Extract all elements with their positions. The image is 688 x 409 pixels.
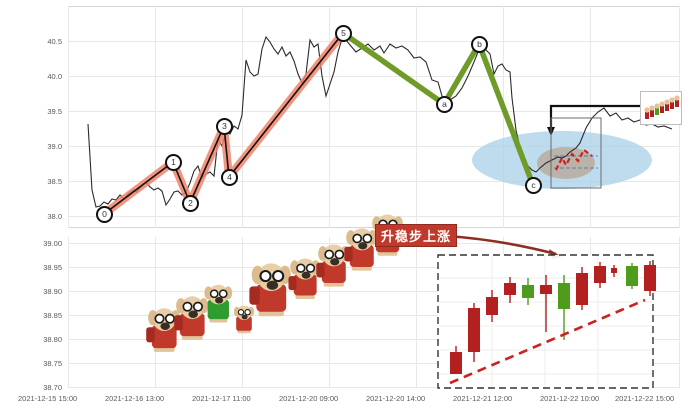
candlestick-series [450,261,656,374]
top-ytick-5: 38.0 [47,212,62,221]
wave-marker-label: 5 [341,28,346,39]
candle [576,267,588,310]
xtick-5: 2021-12-21 12:00 [453,394,513,403]
wave-marker-3: 3 [216,118,233,135]
top-grid-horizontal [68,41,680,217]
wave-marker-1: 1 [165,154,182,171]
mini-dog-icon [644,107,650,119]
thumbnail-dogs-svg [644,95,680,119]
bottom-ytick-6: 38.70 [43,383,62,392]
wave-marker-0: 0 [96,206,113,223]
top-ytick-0: 40.5 [47,37,62,46]
wave-marker-label: c [531,180,536,191]
wave-marker-b: b [471,36,488,53]
xtick-7: 2021-12-22 15:00 [615,394,675,403]
wave-marker-4: 4 [221,169,238,186]
bottom-ytick-0: 39.00 [43,239,62,248]
mini-trend-annotation [554,148,598,171]
xtick-0: 2021-12-15 15:00 [18,394,78,403]
wave-marker-5: 5 [335,25,352,42]
top-ytick-2: 39.5 [47,107,62,116]
mini-dog-icon [654,103,660,115]
xtick-6: 2021-12-22 10:00 [540,394,600,403]
top-ytick-1: 40.0 [47,72,62,81]
mini-dog-icon [659,101,665,113]
xtick-2: 2021-12-17 11:00 [192,394,251,403]
candle [558,275,570,340]
candle [611,265,617,277]
corrective-wave-line [340,30,536,188]
candle [626,263,638,289]
wave-marker-label: 1 [171,157,176,168]
bottom-ytick-2: 38.90 [43,287,62,296]
bottom-ytick-4: 38.80 [43,335,62,344]
top-ytick-3: 39.0 [47,142,62,151]
impulse-wave-line [103,32,344,215]
wave-marker-label: 2 [188,198,193,209]
wave-marker-a: a [436,96,453,113]
bottom-ytick-3: 38.85 [43,311,62,320]
price-line [87,34,673,208]
mini-dog-icon [669,97,675,109]
inset-trendline [449,298,646,385]
wave-marker-label: b [477,39,482,50]
candle [450,346,462,374]
wave-marker-c: c [525,177,542,194]
thumbnail-inset-box [640,91,682,125]
candle [504,277,516,303]
mini-dog-icon [649,105,655,117]
mini-dog-icon [664,99,670,111]
wave-marker-label: 3 [222,121,227,132]
wave-marker-label: 4 [227,172,232,183]
candle [468,303,480,362]
bottom-ytick-1: 38.95 [43,263,62,272]
candle [594,262,606,288]
bottom-ytick-5: 38.75 [43,359,62,368]
wave-marker-label: a [442,99,447,110]
top-grid-vertical [68,6,680,228]
mini-dog-icon [674,95,680,107]
candle [644,261,656,296]
candle [522,278,534,305]
zoom-region-rect [550,117,602,189]
xtick-1: 2021-12-16 13:00 [105,394,165,403]
annotation-label: 升稳步上涨 [375,224,458,247]
xtick-4: 2021-12-20 14:00 [366,394,426,403]
wave-marker-2: 2 [182,195,199,212]
candle [540,275,552,332]
callout-connector [549,104,640,128]
candle [486,290,498,322]
wave-marker-label: 0 [102,209,107,220]
top-ytick-4: 38.5 [47,177,62,186]
xtick-3: 2021-12-20 09:00 [279,394,339,403]
